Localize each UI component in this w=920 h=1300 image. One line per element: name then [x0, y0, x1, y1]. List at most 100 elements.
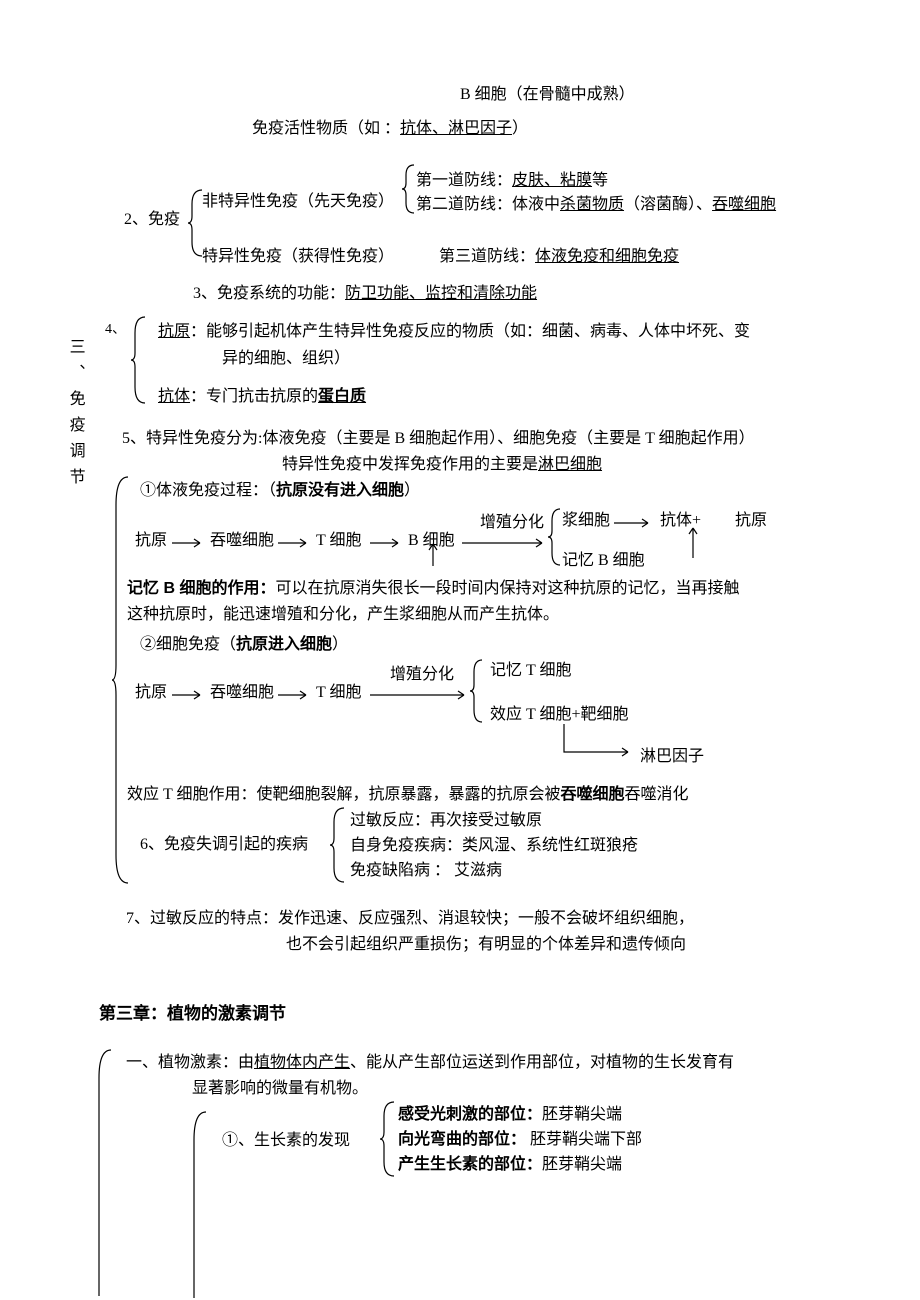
d1-pre: 第一道防线： [416, 172, 512, 189]
item6-allergy: 过敏反应：再次接受过敏原 [350, 808, 542, 834]
d3-pre: 第三道防线： [439, 248, 535, 265]
f1-a-up [688, 524, 698, 558]
antigen-u: 抗原 [158, 323, 190, 340]
f1-a5 [614, 518, 654, 528]
ch3-title: 第三章：植物的激素调节 [99, 1000, 286, 1027]
d1t: 胚芽鞘尖端 [542, 1106, 622, 1123]
d2-pre: 第二道防线：体液中 [416, 196, 560, 213]
hum-bold: 抗原没有进入细胞 [276, 482, 404, 499]
f1-a4 [462, 538, 548, 548]
effectorT: 效应 T 细胞作用：使靶细胞裂解，抗原暴露，暴露的抗原会被吞噬细胞吞噬消化 [127, 782, 689, 808]
antibody-u2: 蛋白质 [318, 388, 366, 405]
cell-pre: ②细胞免疫（ [140, 636, 236, 653]
antibody: 抗体：专门抗击抗原的蛋白质 [158, 384, 366, 410]
antigen2: 异的细胞、组织） [222, 346, 350, 372]
defense3: 第三道防线：体液免疫和细胞免疫 [439, 244, 679, 270]
bcell-line: B 细胞（在骨髓中成熟） [460, 82, 635, 108]
ch3-d3: 产生生长素的部位：胚芽鞘尖端 [398, 1152, 622, 1178]
f1-tcell: T 细胞 [316, 528, 362, 554]
ch3-big-brace [95, 1048, 113, 1298]
i5-l2-u: 淋巴细胞 [538, 456, 602, 473]
item7-l1: 7、过敏反应的特点：发作迅速、反应强烈、消退较快；一般不会破坏组织细胞， [126, 906, 694, 932]
d2-u1: 杀菌物质 [560, 196, 624, 213]
defense-brace [402, 163, 416, 215]
c3-i1-t1: 、能从产生部位运送到作用部位，对植物的生长发育有 [350, 1054, 734, 1071]
d1-u: 皮肤、粘膜 [512, 172, 592, 189]
item5-l1: 5、特异性免疫分为:体液免疫（主要是 B 细胞起作用）、细胞免疫（主要是 T 细… [122, 426, 755, 452]
ch3-item1b: 显著影响的微量有机物。 [192, 1076, 368, 1102]
f1-split-brace [548, 507, 562, 567]
ch3-item1: 一、植物激素：由植物体内产生、能从产生部位运送到作用部位，对植物的生长发育有 [126, 1050, 734, 1076]
f2-prolif: 增殖分化 [390, 662, 454, 688]
ch3-d2: 向光弯曲的部位： 胚芽鞘尖端下部 [398, 1127, 642, 1153]
item5-big-brace [112, 475, 130, 885]
antigen-t: ：能够引起机体产生特异性免疫反应的物质（如：细菌、病毒、人体中坏死、变 [190, 323, 750, 340]
i5-l2-pre: 特异性免疫中发挥免疫作用的主要是 [282, 456, 538, 473]
f1-a3 [370, 538, 404, 548]
hum-pre: ①体液免疫过程：（ [140, 482, 276, 499]
et-post: 吞噬消化 [625, 786, 689, 803]
d1-post: 等 [592, 172, 608, 189]
f1-plasma: 浆细胞 [562, 508, 610, 534]
d2t: 胚芽鞘尖端下部 [526, 1131, 642, 1148]
f1-phago: 吞噬细胞 [210, 528, 274, 554]
f2-memory: 记忆 T 细胞 [490, 658, 572, 684]
f1-antigen: 抗原 [135, 528, 167, 554]
f2-antigen: 抗原 [135, 680, 167, 706]
memoryB2: 这种抗原时，能迅速增殖和分化，产生浆细胞从而产生抗体。 [127, 602, 559, 628]
et-pre: 效应 T 细胞作用：使靶细胞裂解，抗原暴露，暴露的抗原会被 [127, 786, 561, 803]
substance-pre: 免疫活性物质（如 ： [252, 120, 400, 137]
item6-brace [330, 806, 346, 884]
item7-l2: 也不会引起组织严重损伤；有明显的个体差异和遗传倾向 [286, 932, 686, 958]
f2-phago: 吞噬细胞 [210, 680, 274, 706]
f2-down [564, 724, 634, 760]
f1-a-memup [428, 540, 438, 566]
specific: 特异性免疫（获得性免疫） [202, 244, 394, 270]
f2-a2 [278, 690, 312, 700]
f2-a1 [172, 690, 206, 700]
et-bold: 吞噬细胞 [561, 786, 625, 803]
cell-post: ） [332, 636, 348, 653]
f2-split-brace [470, 658, 484, 724]
f1-memory: 记忆 B 细胞 [562, 548, 645, 574]
item5-l2: 特异性免疫中发挥免疫作用的主要是淋巴细胞 [282, 452, 602, 478]
d3t: 胚芽鞘尖端 [542, 1156, 622, 1173]
f1-prolif: 增殖分化 [480, 510, 544, 536]
substance-line: 免疫活性物质（如 ：抗体、淋巴因子） [252, 116, 528, 142]
f1-antigen2: 抗原 [735, 508, 767, 534]
f2-a3 [370, 690, 470, 700]
d2b: 向光弯曲的部位： [398, 1131, 526, 1148]
c3-i1-pre: 一、植物激素：由 [126, 1054, 254, 1071]
ch3-discovery: ①、生长素的发现 [222, 1128, 350, 1154]
d3-u: 体液免疫和细胞免疫 [535, 248, 679, 265]
cellular-label: ②细胞免疫（抗原进入细胞） [140, 632, 348, 658]
defense1: 第一道防线：皮肤、粘膜等 [416, 168, 608, 194]
i3-u: 防卫功能、监控和清除功能 [345, 285, 537, 302]
substance-u: 抗体、淋巴因子 [400, 120, 512, 137]
item4-label: 4、 [105, 319, 126, 341]
i3-pre: 3、免疫系统的功能： [193, 285, 345, 302]
substance-post: ） [512, 120, 528, 137]
side-label: 三、免疫调节 [62, 338, 88, 494]
ch3-d1: 感受光刺激的部位：胚芽鞘尖端 [398, 1102, 622, 1128]
f2-tcell: T 细胞 [316, 680, 362, 706]
item6-auto: 自身免疫疾病：类风湿、系统性红斑狼疮 [350, 833, 638, 859]
antibody-u: 抗体 [158, 388, 190, 405]
ch3-inner-brace [190, 1110, 208, 1300]
antibody-t: ：专门抗击抗原的 [190, 388, 318, 405]
f1-a2 [278, 538, 312, 548]
defense2: 第二道防线：体液中杀菌物质（溶菌酶）、吞噬细胞 [416, 192, 776, 218]
item6-def: 免疫缺陷病 ： 艾滋病 [350, 858, 502, 884]
d3b: 产生生长素的部位： [398, 1156, 542, 1173]
f1-a1 [172, 538, 206, 548]
hum-post: ） [404, 482, 420, 499]
item2-label: 2、免疫 [124, 207, 180, 233]
d2-u2: 吞噬细胞 [712, 196, 776, 213]
item6-label: 6、免疫失调引起的疾病 [140, 832, 308, 858]
antigen: 抗原：能够引起机体产生特异性免疫反应的物质（如：细菌、病毒、人体中坏死、变 [158, 319, 750, 345]
c3-i1-u: 植物体内产生 [254, 1054, 350, 1071]
humoral-label: ①体液免疫过程：（抗原没有进入细胞） [140, 478, 420, 504]
item3: 3、免疫系统的功能：防卫功能、监控和清除功能 [193, 281, 537, 307]
nonspecific: 非特异性免疫（先天免疫） [202, 189, 394, 215]
mb-pre: 记忆 B 细胞的作用： [127, 580, 275, 597]
